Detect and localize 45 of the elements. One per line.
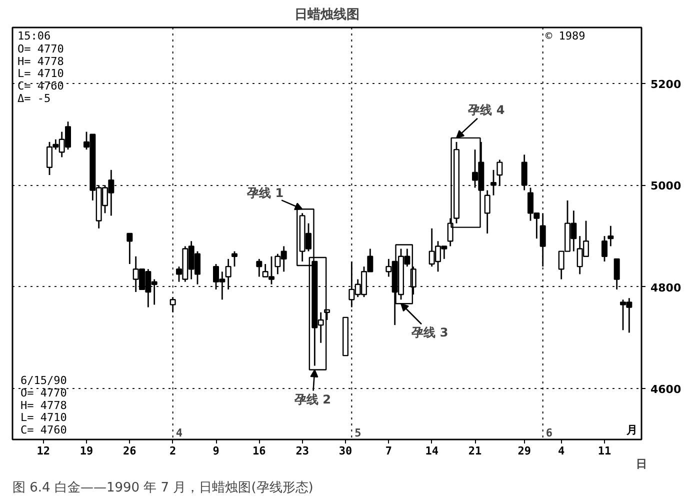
x-tick-label: 4 xyxy=(558,444,566,458)
annotation: 月 xyxy=(626,424,638,436)
candlestick xyxy=(484,190,490,234)
x-tick-label: 16 xyxy=(252,444,266,458)
candlestick xyxy=(608,225,614,247)
candlestick xyxy=(496,159,503,186)
annotation: 15:06 xyxy=(18,30,51,42)
y-tick-label: 5000 xyxy=(650,180,682,193)
x-tick-label: 21 xyxy=(468,444,482,458)
x-tick-label: 30 xyxy=(338,444,352,458)
y-tick-label: 5200 xyxy=(650,78,682,91)
y-tick-label: 4600 xyxy=(650,383,682,396)
x-tick-label: 9 xyxy=(212,444,220,458)
candlestick xyxy=(126,232,133,265)
candlestick xyxy=(225,258,232,290)
annotation: 孕线 1 xyxy=(246,186,284,200)
candlestick xyxy=(601,235,608,262)
ref-line-label: 6 xyxy=(546,426,553,440)
x-tick-label: 11 xyxy=(598,444,612,458)
x-tick-label: 12 xyxy=(36,444,50,458)
x-tick-label: 26 xyxy=(123,444,137,458)
x-tick-label: 2 xyxy=(170,444,176,458)
candlestick xyxy=(490,169,497,196)
candlestick xyxy=(231,250,238,268)
annotation: 6/15/90 O= 4770 H= 4778 L= 4710 C= 4760 xyxy=(20,374,67,436)
candlestick xyxy=(170,296,176,314)
annotation: 孕线 2 xyxy=(293,392,331,407)
x-tick-label: 19 xyxy=(80,444,94,458)
candlestick xyxy=(614,258,620,290)
x-tick-label: 23 xyxy=(296,444,309,458)
x-axis-title: 日 xyxy=(636,458,647,470)
ref-line-label: 4 xyxy=(176,426,183,440)
x-tick-label: 29 xyxy=(518,444,531,458)
annotation: 孕线 4 xyxy=(467,102,505,117)
x-tick-label: 14 xyxy=(425,444,439,458)
y-tick-label: 4800 xyxy=(650,281,682,294)
x-tick-label: 7 xyxy=(385,444,392,458)
caption: 图 6.4 白金——1990 年 7 月，日蜡烛图(孕线形态) xyxy=(12,480,314,496)
candlestick xyxy=(256,258,262,278)
ref-line-label: 5 xyxy=(354,426,362,440)
chart-title: 日蜡烛线图 xyxy=(294,6,360,22)
annotation: © 1989 xyxy=(546,30,586,42)
annotation: O= 4770 H= 4778 L= 4710 C= 4760 Δ= -5 xyxy=(18,42,64,105)
candlestick xyxy=(521,154,528,191)
annotation: 孕线 3 xyxy=(410,326,448,340)
